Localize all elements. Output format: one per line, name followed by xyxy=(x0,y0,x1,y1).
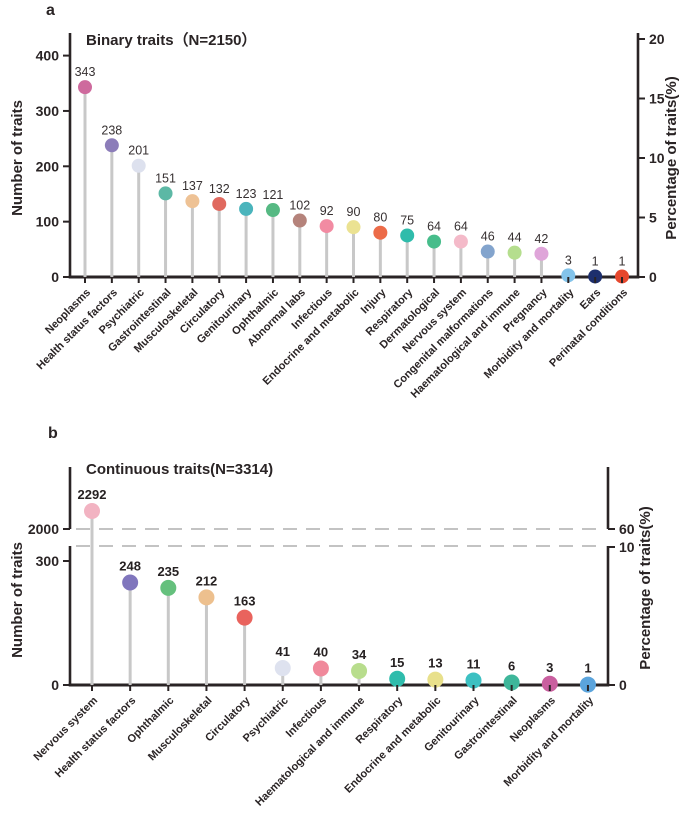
value-label: 248 xyxy=(119,558,141,573)
value-label: 90 xyxy=(347,205,361,219)
panel-b-letter: b xyxy=(48,425,58,442)
value-label: 151 xyxy=(155,171,176,185)
lollipop-point xyxy=(480,244,495,259)
panel-a-ylabel-right: Percentage of traits(%) xyxy=(663,76,680,239)
lollipop-point xyxy=(319,219,334,234)
value-label: 44 xyxy=(508,231,522,245)
lollipop-point xyxy=(588,269,603,284)
value-label: 34 xyxy=(352,647,367,662)
value-label: 92 xyxy=(320,204,334,218)
lollipop-point xyxy=(351,662,368,679)
lollipop-point xyxy=(104,138,119,153)
right-tick-label: 0 xyxy=(649,269,657,285)
lollipop-point xyxy=(503,674,520,691)
left-tick-label: 0 xyxy=(51,677,59,693)
lollipop-point xyxy=(427,671,444,688)
left-tick-label: 100 xyxy=(36,214,60,230)
value-label: 121 xyxy=(263,188,284,202)
lollipop-point xyxy=(122,574,139,591)
value-label: 6 xyxy=(508,659,515,674)
value-label: 212 xyxy=(196,573,218,588)
lollipop-point xyxy=(453,234,468,249)
lollipop-point xyxy=(561,268,576,283)
value-label: 40 xyxy=(314,644,328,659)
value-label: 238 xyxy=(101,123,122,137)
panel-a-plot: 010020030040005101520343Neoplasms238Heal… xyxy=(35,31,665,401)
right-tick-label: 20 xyxy=(649,31,665,47)
value-label: 3 xyxy=(565,253,572,267)
value-label: 15 xyxy=(390,655,404,670)
value-label: 163 xyxy=(234,594,256,609)
lollipop-point xyxy=(274,660,291,677)
value-label: 1 xyxy=(619,254,626,268)
right-tick-label: 0 xyxy=(619,677,627,693)
value-label: 41 xyxy=(276,644,290,659)
left-tick-label: 200 xyxy=(36,158,60,174)
lollipop-point xyxy=(236,609,253,626)
lollipop-point xyxy=(78,80,92,95)
value-label: 64 xyxy=(454,220,468,234)
lollipop-point xyxy=(239,201,254,216)
right-tick-label: 10 xyxy=(649,150,665,166)
lollipop-point xyxy=(615,269,629,284)
value-label: 343 xyxy=(75,65,96,79)
value-label: 13 xyxy=(428,656,442,671)
right-tick-label: 10 xyxy=(619,539,635,555)
right-tick-label: 15 xyxy=(649,91,665,107)
lollipop-point xyxy=(541,675,558,692)
value-label: 2292 xyxy=(78,487,107,502)
lollipop-point xyxy=(427,234,442,249)
panel-b-ylabel-left: Number of traits xyxy=(9,542,26,658)
category-label: Nervous system xyxy=(32,694,101,763)
lollipop-point xyxy=(185,194,200,209)
lollipop-point xyxy=(292,213,307,228)
value-label: 123 xyxy=(236,187,257,201)
lollipop-point xyxy=(373,225,388,240)
value-label: 1 xyxy=(592,254,599,268)
value-label: 64 xyxy=(427,220,441,234)
value-label: 1 xyxy=(584,661,591,676)
value-label: 201 xyxy=(128,144,149,158)
panel-a-ylabel-left: Number of traits xyxy=(9,100,26,216)
lollipop-point xyxy=(265,203,280,218)
left-tick-label: 0 xyxy=(51,269,59,285)
value-label: 235 xyxy=(157,564,179,579)
value-label: 132 xyxy=(209,182,230,196)
lollipop-point xyxy=(84,503,100,520)
right-tick-label: 60 xyxy=(619,521,635,537)
value-label: 75 xyxy=(400,213,414,227)
lollipop-point xyxy=(389,670,406,687)
left-tick-label: 300 xyxy=(36,103,60,119)
lollipop-point xyxy=(579,676,596,693)
panel-a-title: Binary traits（N=2150） xyxy=(86,31,257,49)
panel-b-ylabel-right: Percentage of traits(%) xyxy=(637,506,654,669)
left-tick-label: 300 xyxy=(36,553,60,569)
left-tick-label: 400 xyxy=(36,48,60,64)
panel-a-letter: a xyxy=(46,2,55,19)
value-label: 11 xyxy=(467,656,481,671)
value-label: 46 xyxy=(481,230,495,244)
lollipop-point xyxy=(198,589,215,606)
value-label: 102 xyxy=(289,199,310,213)
value-label: 137 xyxy=(182,179,203,193)
left-tick-label: 2000 xyxy=(28,521,59,537)
panel-b-title: Continuous traits(N=3314) xyxy=(86,461,273,478)
lollipop-point xyxy=(312,660,329,677)
value-label: 80 xyxy=(373,211,387,225)
value-label: 3 xyxy=(546,660,553,675)
lollipop-point xyxy=(212,196,227,211)
lollipop-point xyxy=(507,245,522,260)
lollipop-point xyxy=(158,186,173,201)
lollipop-point xyxy=(534,246,549,261)
lollipop-point xyxy=(160,579,177,596)
lollipop-point xyxy=(131,158,146,173)
lollipop-point xyxy=(346,220,361,235)
lollipop-point xyxy=(465,672,482,689)
value-label: 42 xyxy=(534,232,548,246)
right-tick-label: 5 xyxy=(649,210,657,226)
lollipop-point xyxy=(400,228,415,243)
